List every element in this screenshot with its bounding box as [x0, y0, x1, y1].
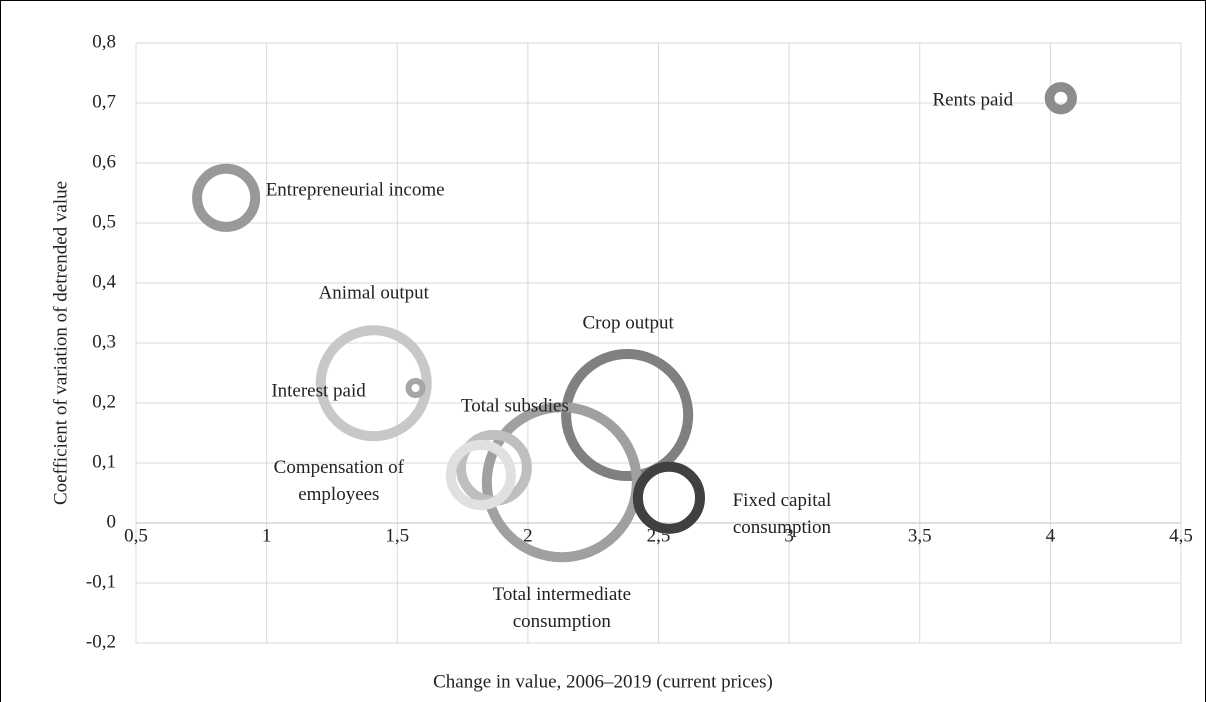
y-tick-label: 0,5	[92, 211, 116, 232]
x-tick-label: 2	[523, 525, 533, 546]
x-tick-label: 4	[1046, 525, 1056, 546]
point-label: Crop output	[582, 312, 674, 334]
x-tick-label: 1,5	[385, 525, 409, 546]
x-tick-label: 3	[784, 525, 794, 546]
x-tick-label: 0,5	[124, 525, 148, 546]
y-axis-label: Coefficient of variation of detrended va…	[50, 181, 71, 505]
bubble	[192, 163, 261, 232]
x-tick-label: 4,5	[1169, 525, 1193, 546]
y-tick-label: 0,7	[92, 91, 116, 112]
bubble	[1044, 82, 1077, 115]
point-label: Total subsdies	[460, 395, 569, 417]
x-axis-label: Change in value, 2006–2019 (current pric…	[433, 671, 773, 692]
bubble	[445, 439, 516, 511]
x-tick-label: 3,5	[908, 525, 932, 546]
y-tick-label: 0,1	[92, 451, 116, 472]
y-tick-label: 0,6	[92, 151, 116, 172]
y-tick-label: 0,4	[92, 271, 116, 292]
point-label: Interest paid	[271, 380, 366, 402]
y-tick-label: 0,8	[92, 31, 116, 52]
point-label: Compensation of employees	[273, 457, 405, 505]
point-label: Rents paid	[932, 89, 1014, 111]
point-label: Fixed capital consumption	[732, 489, 832, 538]
bubble	[561, 348, 694, 482]
point-label: Total intermediate consumption	[492, 584, 632, 633]
bubble	[405, 378, 426, 398]
point-label: Entrepreneurial income	[265, 179, 445, 201]
y-tick-label: 0,2	[92, 391, 116, 412]
x-tick-label: 1	[262, 525, 272, 546]
y-tick-label: -0,1	[86, 571, 116, 592]
y-tick-label: -0,2	[86, 631, 116, 652]
bubble	[315, 325, 432, 442]
bubble	[632, 461, 706, 534]
point-label: Animal output	[318, 282, 429, 304]
y-tick-label: 0,3	[92, 331, 116, 352]
y-tick-label: 0	[107, 511, 117, 532]
